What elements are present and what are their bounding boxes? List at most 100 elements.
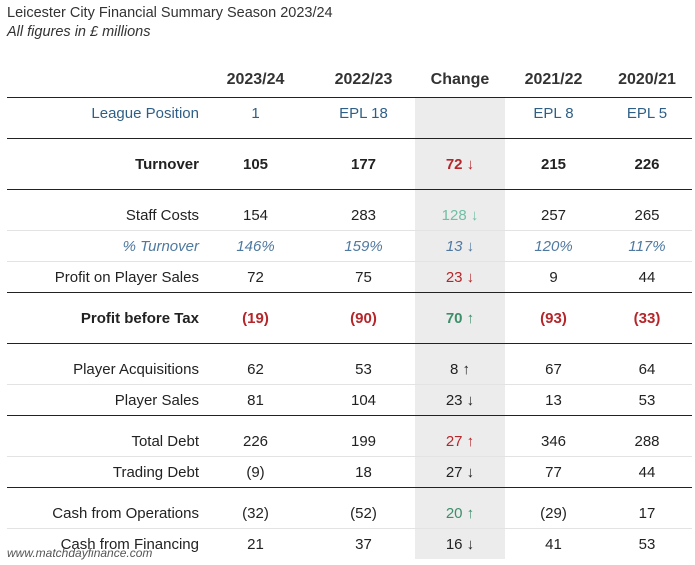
cell-change: 23 ↓ <box>415 261 505 293</box>
cell-2023-24: 21 <box>247 535 264 553</box>
table-row-turnover: Turnover 105 177 72 ↓ 215 226 <box>7 149 692 179</box>
cell-2023-24: 105 <box>242 155 269 173</box>
cell-2020-21: (33) <box>633 309 661 327</box>
cell-2023-24: 62 <box>199 354 312 385</box>
cell-2021-22: 67 <box>505 354 602 385</box>
table-row-player-sales: Player Sales 81 104 23 ↓ 13 53 <box>7 384 692 416</box>
cell-2020-21: 226 <box>634 155 660 173</box>
cell-2020-21: 44 <box>602 456 692 488</box>
cell-2020-21: 288 <box>602 426 692 457</box>
table-row-player-acquisitions: Player Acquisitions 62 53 8 ↑ 67 64 <box>7 354 692 385</box>
cell-2022-23: 75 <box>312 261 415 293</box>
row-spacer <box>7 487 692 498</box>
source-footer: www.matchdayfinance.com <box>7 546 153 560</box>
cell-2021-22: 215 <box>540 155 567 173</box>
table-row-league-position: League Position 1 EPL 18 EPL 8 EPL 5 <box>7 97 692 128</box>
table-row-cash-from-financing: Cash from Financing 21 37 16 ↓ 41 53 <box>7 528 692 559</box>
row-label: Profit on Player Sales <box>7 261 199 293</box>
cell-change: 20 ↑ <box>415 498 505 529</box>
cell-2022-23: (52) <box>312 498 415 529</box>
table-subtitle: All figures in £ millions <box>7 24 151 40</box>
row-label: Cash from Operations <box>7 498 199 529</box>
row-spacer <box>7 138 692 149</box>
row-label: Cash from Financing <box>60 535 199 553</box>
cell-2023-24: 146% <box>199 230 312 262</box>
table-row-percent-turnover: % Turnover 146% 159% 13 ↓ 120% 117% <box>7 230 692 262</box>
cell-2022-23: 283 <box>312 200 415 231</box>
table-row-profit-on-player-sales: Profit on Player Sales 72 75 23 ↓ 9 44 <box>7 261 692 293</box>
cell-2020-21: EPL 5 <box>626 104 668 122</box>
cell-change: 13 ↓ <box>415 230 505 262</box>
cell-change: 8 ↑ <box>415 354 505 385</box>
row-divider <box>7 179 692 190</box>
cell-2020-21: 64 <box>602 354 692 385</box>
cell-2022-23: (90) <box>350 309 377 327</box>
cell-change: 70 ↑ <box>415 303 505 333</box>
cell-2020-21: 53 <box>602 384 692 416</box>
cell-change: 16 ↓ <box>415 528 505 559</box>
header-change: Change <box>415 62 505 98</box>
row-label: % Turnover <box>7 230 199 262</box>
cell-2021-22: 120% <box>505 230 602 262</box>
cell-2023-24: 72 <box>199 261 312 293</box>
table-row-total-debt: Total Debt 226 199 27 ↑ 346 288 <box>7 426 692 457</box>
header-2020-21: 2020/21 <box>602 62 692 98</box>
row-label: Player Acquisitions <box>7 354 199 385</box>
cell-2021-22: 13 <box>505 384 602 416</box>
cell-2020-21: 265 <box>602 200 692 231</box>
cell-2022-23: EPL 18 <box>339 104 388 122</box>
cell-2023-24: 154 <box>199 200 312 231</box>
header-2022-23: 2022/23 <box>312 62 415 98</box>
cell-change: 72 ↓ <box>415 149 505 179</box>
cell-2023-24: 81 <box>199 384 312 416</box>
financial-summary-table: 2023/24 2022/23 Change 2021/22 2020/21 L… <box>7 62 692 559</box>
row-spacer <box>7 343 692 354</box>
row-divider <box>7 333 692 344</box>
row-spacer <box>7 292 692 303</box>
row-label: Player Sales <box>7 384 199 416</box>
cell-2023-24: 1 <box>251 104 260 122</box>
row-label: Trading Debt <box>7 456 199 488</box>
table-row-profit-before-tax: Profit before Tax (19) (90) 70 ↑ (93) (3… <box>7 303 692 333</box>
cell-2023-24: (9) <box>199 456 312 488</box>
cell-2022-23: 177 <box>350 155 377 173</box>
cell-2022-23: 159% <box>312 230 415 262</box>
cell-2022-23: 18 <box>312 456 415 488</box>
row-label: Turnover <box>135 155 199 173</box>
header-label <box>7 62 199 98</box>
cell-2021-22: 41 <box>545 535 562 553</box>
cell-2023-24: 226 <box>199 426 312 457</box>
cell-2020-21: 53 <box>638 535 656 553</box>
cell-2021-22: 346 <box>505 426 602 457</box>
row-label: Profit before Tax <box>80 309 199 327</box>
cell-2021-22: (29) <box>505 498 602 529</box>
table-row-staff-costs: Staff Costs 154 283 128 ↓ 257 265 <box>7 200 692 231</box>
table-row-cash-from-operations: Cash from Operations (32) (52) 20 ↑ (29)… <box>7 498 692 529</box>
cell-2023-24: (32) <box>199 498 312 529</box>
cell-2020-21: 17 <box>602 498 692 529</box>
cell-2021-22: (93) <box>540 309 567 327</box>
table-row-trading-debt: Trading Debt (9) 18 27 ↓ 77 44 <box>7 456 692 488</box>
cell-2022-23: 53 <box>312 354 415 385</box>
cell-2022-23: 37 <box>355 535 372 553</box>
cell-change: 23 ↓ <box>415 384 505 416</box>
cell-change <box>415 97 505 128</box>
row-spacer <box>7 415 692 426</box>
row-label: Total Debt <box>7 426 199 457</box>
cell-change: 27 ↓ <box>415 456 505 488</box>
header-2023-24: 2023/24 <box>199 62 312 98</box>
header-2021-22: 2021/22 <box>505 62 602 98</box>
cell-2020-21: 44 <box>602 261 692 293</box>
row-label: League Position <box>91 104 199 122</box>
cell-2023-24: (19) <box>242 309 269 327</box>
header-row: 2023/24 2022/23 Change 2021/22 2020/21 <box>7 62 692 98</box>
cell-2021-22: 257 <box>505 200 602 231</box>
row-spacer <box>7 189 692 200</box>
cell-2021-22: 9 <box>505 261 602 293</box>
cell-2020-21: 117% <box>602 230 692 262</box>
cell-2022-23: 199 <box>312 426 415 457</box>
table-title: Leicester City Financial Summary Season … <box>7 5 333 21</box>
cell-2021-22: 77 <box>505 456 602 488</box>
cell-2022-23: 104 <box>312 384 415 416</box>
cell-change: 27 ↑ <box>415 426 505 457</box>
